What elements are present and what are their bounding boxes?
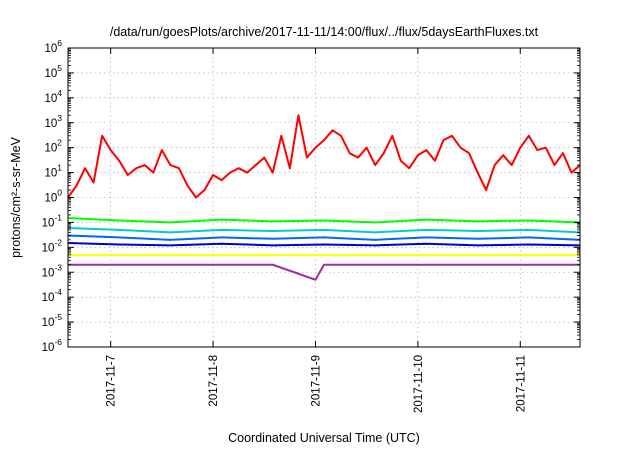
- series-line-1: [67, 217, 581, 224]
- series-line-6: [68, 263, 580, 281]
- grid: [68, 48, 580, 347]
- series-line-0: [67, 114, 581, 199]
- y-tick-label: 102: [44, 138, 62, 155]
- chart-title: /data/run/goesPlots/archive/2017-11-11/1…: [110, 25, 539, 39]
- x-tick-label: 2017-11-11: [515, 355, 527, 412]
- y-tick-label: 10-5: [42, 312, 63, 329]
- x-tick-label: 2017-11-8: [208, 355, 220, 407]
- y-tick-label: 10-2: [42, 237, 63, 254]
- x-tick-label: 2017-11-9: [310, 355, 322, 407]
- y-tick-label: 10-3: [42, 262, 63, 279]
- y-tick-label: 10-4: [42, 287, 63, 304]
- series-line-3: [67, 234, 581, 241]
- x-tick-label: 2017-11-10: [413, 355, 425, 413]
- x-axis-label: Coordinated Universal Time (UTC): [228, 431, 420, 445]
- y-axis-ticks: 10-6 10-5 10-4 10-3 10-2 10-1 100 101 102 103 104 1…: [42, 38, 580, 354]
- series-line-4: [67, 241, 581, 247]
- y-tick-label: 101: [44, 163, 62, 180]
- y-tick-label: 104: [44, 88, 62, 105]
- y-axis-label-group: protons/cm²-s-sr-MeV: [9, 136, 23, 258]
- x-tick-label: 2017-11-7: [106, 355, 118, 407]
- series-line-2: [67, 226, 581, 234]
- series-layer: [67, 114, 581, 281]
- y-tick-label: 10-6: [42, 337, 63, 354]
- y-tick-label: 10-1: [42, 212, 63, 229]
- y-tick-label: 103: [44, 113, 62, 130]
- y-tick-label: 105: [44, 63, 62, 80]
- x-axis-ticks: 2017-11-7 2017-11-8 2017-11-9 2017-11-10 201…: [106, 48, 527, 413]
- y-tick-label: 106: [44, 38, 62, 55]
- y-axis-label: protons/cm²-s-sr-MeV: [9, 136, 23, 258]
- y-tick-label: 100: [44, 188, 62, 205]
